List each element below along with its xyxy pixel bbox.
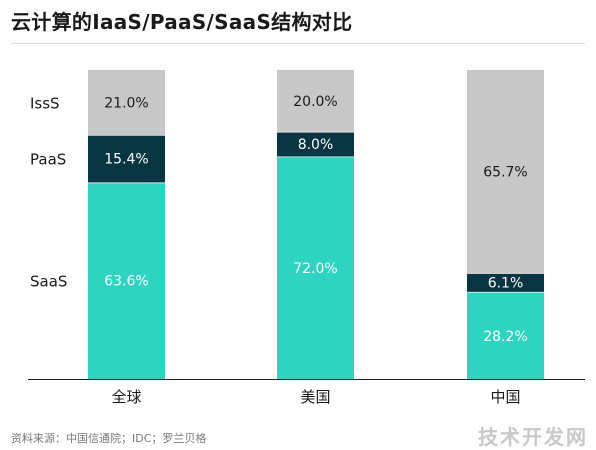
source-note: 资料来源：中国信通院；IDC；罗兰贝格	[11, 432, 207, 445]
bar-segment-saas-0	[88, 182, 165, 379]
x-tick-label: 美国	[300, 388, 330, 406]
data-label: 65.7%	[483, 165, 527, 181]
bar-segment-saas-2	[467, 291, 544, 379]
data-label: 21.0%	[104, 95, 148, 111]
bar-segment-isss-0	[88, 70, 165, 135]
bar-segment-paas-2	[467, 273, 544, 292]
data-label: 20.0%	[293, 94, 337, 110]
series-label-paas: PaaS	[30, 151, 66, 169]
data-label: 15.4%	[104, 152, 148, 168]
data-label: 72.0%	[293, 261, 337, 277]
x-tick-label: 中国	[490, 388, 520, 406]
title-divider	[11, 43, 585, 44]
bar-segment-saas-1	[277, 156, 354, 379]
bar-segment-isss-1	[277, 70, 354, 132]
bar-segment-isss-2	[467, 70, 544, 274]
chart-title: 云计算的IaaS/PaaS/SaaS结构对比	[11, 10, 353, 34]
series-label-saas: SaaS	[30, 273, 67, 291]
data-label: 63.6%	[104, 274, 148, 290]
bar-segment-paas-0	[88, 134, 165, 183]
watermark-logo: 技术开发网	[478, 425, 588, 449]
data-label: 8.0%	[298, 137, 334, 153]
data-label: 6.1%	[488, 275, 524, 291]
bar-segment-paas-1	[277, 131, 354, 157]
series-label-isss: IssS	[30, 94, 60, 112]
x-tick-label: 全球	[111, 388, 141, 406]
data-label: 28.2%	[483, 329, 527, 345]
